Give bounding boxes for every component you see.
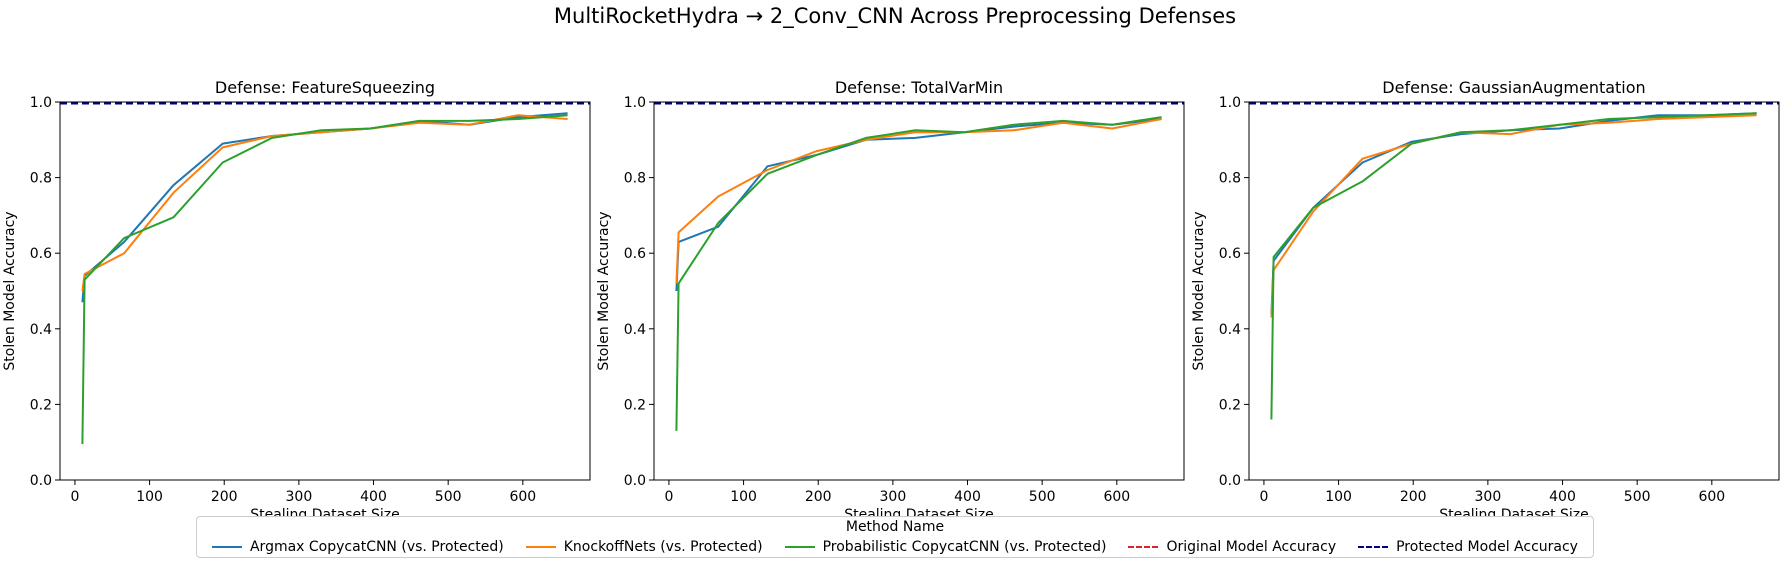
y-tick-label: 0.8	[1219, 171, 1241, 187]
x-tick-label: 0	[70, 489, 79, 505]
series-line	[675, 118, 1162, 292]
legend-title: Method Name	[845, 519, 945, 535]
y-tick-label: 0.0	[624, 473, 646, 489]
legend-item-original-model-accuracy: Original Model Accuracy	[1128, 539, 1336, 555]
y-tick-label: 0.6	[624, 246, 646, 262]
x-tick-label: 600	[509, 489, 536, 505]
legend-item-protected-model-accuracy: Protected Model Accuracy	[1358, 539, 1578, 555]
x-tick-label: 100	[136, 489, 163, 505]
y-tick-label: 0.2	[30, 397, 52, 413]
y-tick-label: 0.6	[1219, 246, 1241, 262]
series-line	[675, 116, 1162, 431]
y-tick-label: 0.8	[30, 171, 52, 187]
legend-items: Argmax CopycatCNN (vs. Protected) Knocko…	[201, 539, 1589, 555]
legend-item-probabilistic-copycatcnn: Probabilistic CopycatCNN (vs. Protected)	[784, 539, 1107, 555]
legend-item-knockoffnets: KnockoffNets (vs. Protected)	[525, 539, 763, 555]
series-line	[1270, 112, 1757, 314]
series-line	[675, 118, 1162, 284]
panel-title: Defense: GaussianAugmentation	[1382, 78, 1645, 97]
y-axis-label: Stolen Model Accuracy	[1191, 211, 1207, 370]
x-tick-label: 400	[1549, 489, 1576, 505]
y-tick-label: 0.2	[1219, 397, 1241, 413]
x-tick-label: 300	[880, 489, 907, 505]
plot-frame	[59, 101, 591, 481]
x-tick-label: 600	[1698, 489, 1725, 505]
y-tick-label: 0.0	[1219, 473, 1241, 489]
y-tick-label: 0.0	[30, 473, 52, 489]
x-tick-label: 300	[286, 489, 313, 505]
series-line	[81, 114, 568, 292]
y-tick-label: 0.2	[624, 397, 646, 413]
x-tick-label: 400	[360, 489, 387, 505]
y-tick-label: 1.0	[1219, 95, 1241, 111]
x-tick-label: 300	[1475, 489, 1502, 505]
x-tick-label: 500	[435, 489, 462, 505]
legend-label: KnockoffNets (vs. Protected)	[563, 539, 763, 555]
y-tick-label: 1.0	[30, 95, 52, 111]
legend-label: Probabilistic CopycatCNN (vs. Protected)	[822, 539, 1107, 555]
legend-label: Argmax CopycatCNN (vs. Protected)	[249, 539, 504, 555]
panel-title: Defense: TotalVarMin	[835, 78, 1003, 97]
legend-swatch	[525, 546, 556, 548]
y-tick-label: 0.4	[30, 322, 52, 338]
panel-title: Defense: FeatureSqueezing	[215, 78, 435, 97]
series-line	[1270, 112, 1757, 420]
x-tick-label: 0	[664, 489, 673, 505]
x-tick-label: 0	[1259, 489, 1268, 505]
plot-frame	[653, 101, 1185, 481]
y-axis-label: Stolen Model Accuracy	[2, 211, 18, 370]
x-tick-label: 100	[730, 489, 757, 505]
x-tick-label: 200	[211, 489, 238, 505]
legend-swatch	[1358, 546, 1389, 548]
x-tick-label: 200	[1400, 489, 1427, 505]
x-tick-label: 500	[1624, 489, 1651, 505]
series-line	[1270, 114, 1757, 318]
legend-swatch	[1128, 546, 1159, 548]
y-tick-label: 0.4	[1219, 322, 1241, 338]
x-tick-label: 600	[1103, 489, 1130, 505]
legend-swatch	[211, 546, 242, 548]
legend-item-argmax-copycatcnn: Argmax CopycatCNN (vs. Protected)	[211, 539, 504, 555]
x-tick-label: 400	[954, 489, 981, 505]
x-tick-label: 200	[805, 489, 832, 505]
legend-label: Protected Model Accuracy	[1396, 539, 1578, 555]
series-line	[81, 112, 568, 303]
y-tick-label: 1.0	[624, 95, 646, 111]
charts-canvas: Defense: FeatureSqueezing 0.0 0.2 0.4 0.6 0.8…	[2, 78, 1780, 520]
x-tick-label: 500	[1029, 489, 1056, 505]
y-axis-label: Stolen Model Accuracy	[596, 211, 612, 370]
legend: Method Name Argmax CopycatCNN (vs. Prote…	[196, 516, 1594, 558]
y-tick-label: 0.8	[624, 171, 646, 187]
y-tick-label: 0.4	[624, 322, 646, 338]
y-tick-label: 0.6	[30, 246, 52, 262]
figure-title: MultiRocketHydra → 2_Conv_CNN Across Pre…	[553, 4, 1237, 28]
legend-label: Original Model Accuracy	[1166, 539, 1337, 555]
legend-swatch	[784, 546, 815, 548]
series-line	[81, 114, 568, 445]
x-tick-label: 100	[1325, 489, 1352, 505]
plot-frame	[1248, 101, 1780, 481]
